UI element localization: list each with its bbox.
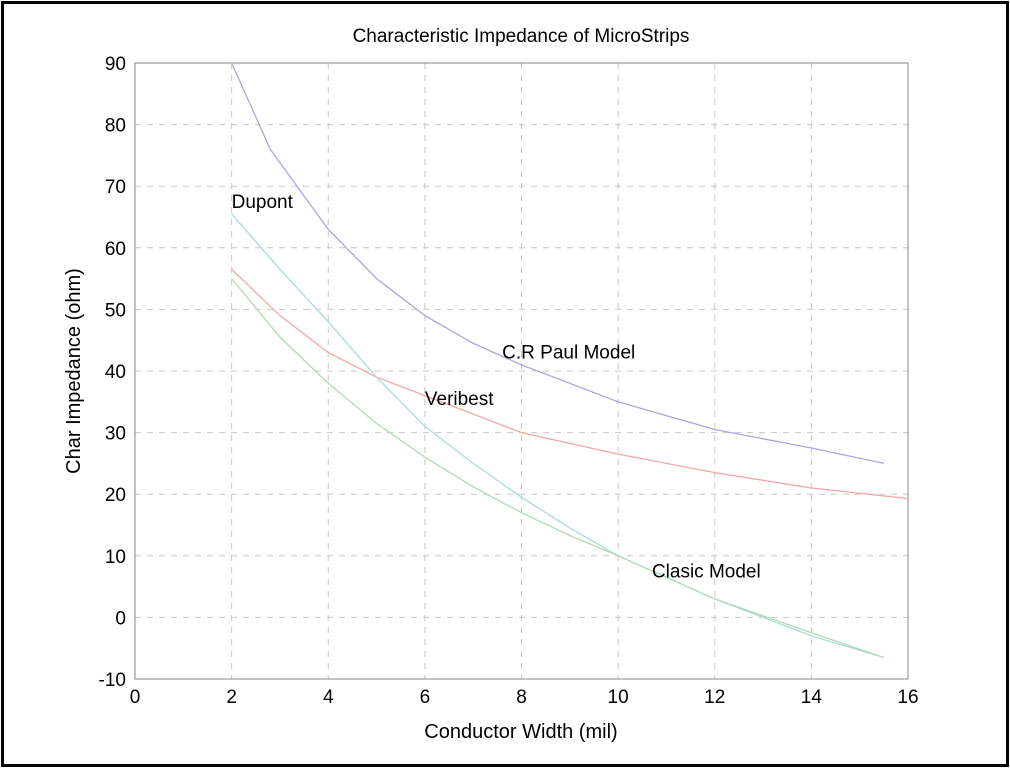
y-tick-label: 0 <box>115 608 126 629</box>
y-tick-label: 80 <box>105 116 126 137</box>
y-tick-label: 30 <box>105 424 126 445</box>
y-tick-label: 50 <box>105 300 126 321</box>
annotations: Dupont C.R Paul Model Veribest Clasic Model <box>232 192 761 583</box>
y-tick-label: 40 <box>105 362 126 383</box>
x-tick-label: 12 <box>704 687 725 708</box>
y-tick-label: 60 <box>105 239 126 260</box>
annotation-label: Dupont <box>232 192 294 213</box>
y-tick-label: 90 <box>105 54 126 75</box>
grid <box>135 63 908 679</box>
series-line-c-r-paul-model <box>231 62 884 465</box>
x-tick-label: 16 <box>897 687 918 708</box>
annotation-label: C.R Paul Model <box>502 343 635 364</box>
chart-title: Characteristic Impedance of MicroStrips <box>353 26 690 47</box>
y-tick-label: 10 <box>105 547 126 568</box>
series-line-veribest <box>231 268 909 500</box>
x-tick-label: 14 <box>801 687 823 708</box>
series-line-clasic-model <box>231 278 885 659</box>
x-tick-label: 6 <box>420 687 431 708</box>
series-line-dupont <box>231 213 885 659</box>
y-tick-label: 70 <box>105 177 126 198</box>
x-tick-label: 0 <box>130 687 141 708</box>
x-tick-label: 10 <box>608 687 629 708</box>
series-lines <box>231 62 909 659</box>
x-tick-label: 4 <box>323 687 334 708</box>
plot-area <box>134 62 909 680</box>
annotation-label: Clasic Model <box>652 561 761 582</box>
x-axis-label: Conductor Width (mil) <box>424 721 617 743</box>
x-tick-label: 2 <box>226 687 237 708</box>
annotation-label: Veribest <box>425 389 494 410</box>
y-tick-label: -10 <box>99 670 126 691</box>
y-tick-label: 20 <box>105 485 126 506</box>
x-tick-label: 8 <box>516 687 527 708</box>
y-axis-label: Char Impedance (ohm) <box>63 268 85 474</box>
